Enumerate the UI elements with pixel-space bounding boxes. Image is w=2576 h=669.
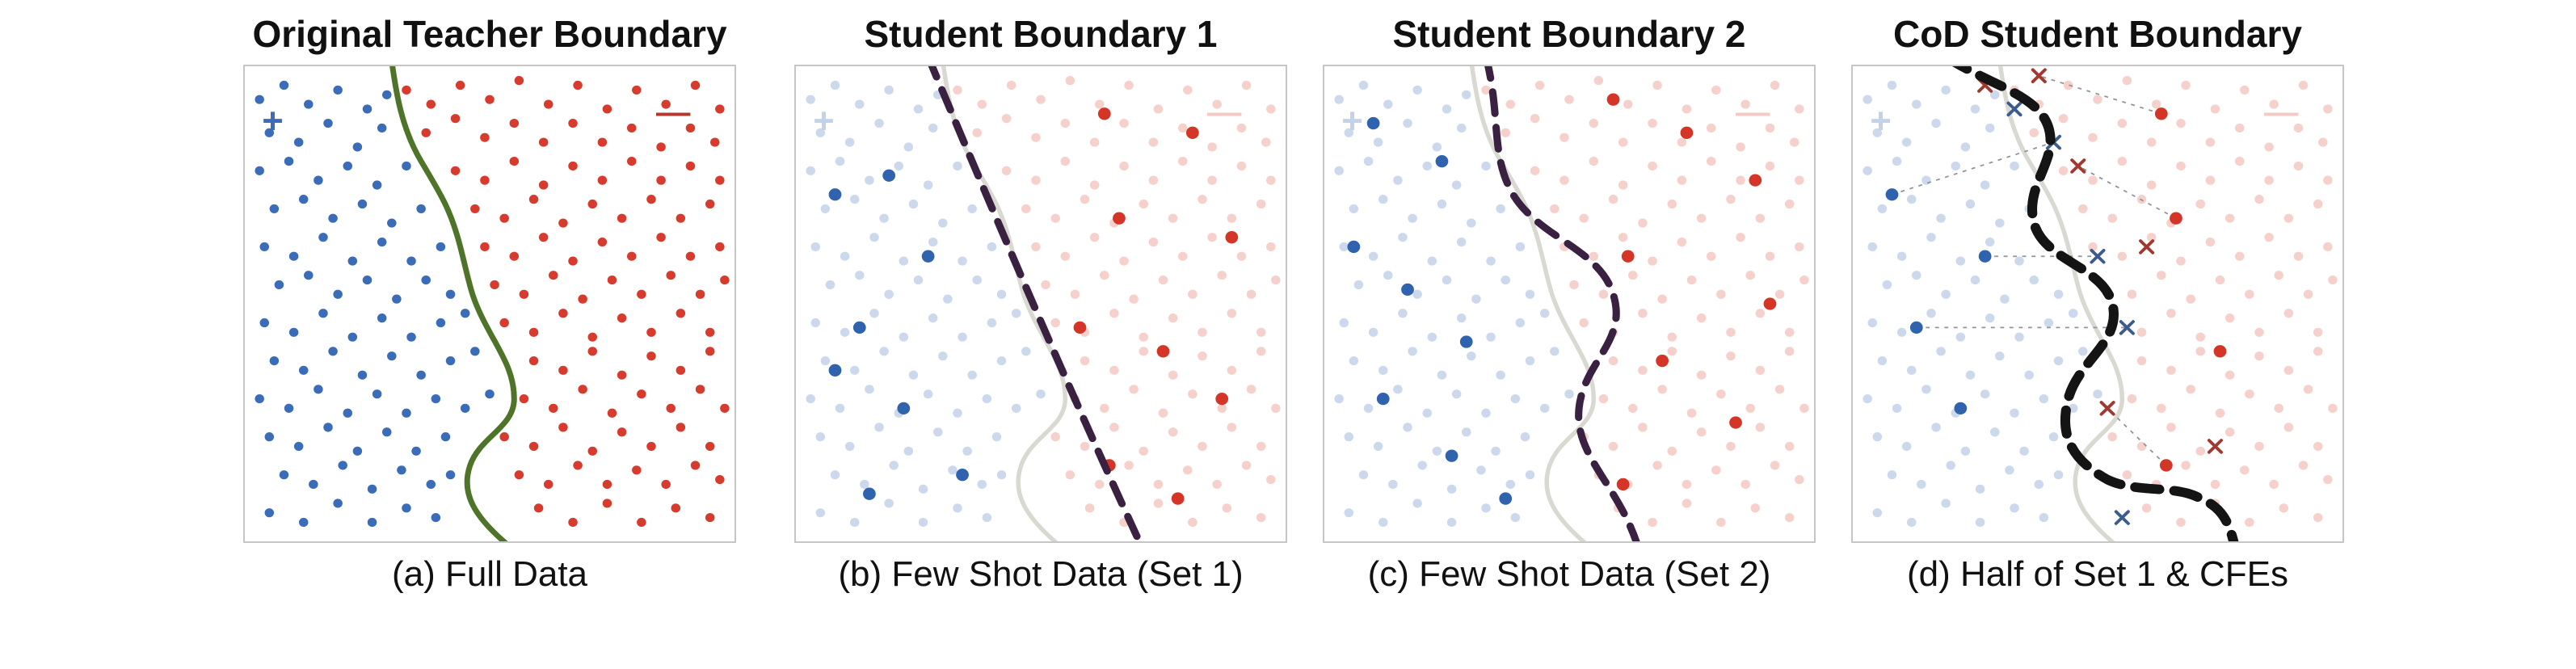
minus-class-label: — <box>2264 93 2299 130</box>
panel-few-shot-set2: Student Boundary 2 + — (c) Few Shot Data … <box>1322 11 1816 595</box>
plus-class-label: + <box>1870 101 1892 141</box>
panel-cod-cfes: CoD Student Boundary + — (d) Half of Set … <box>1850 11 2345 595</box>
panel-d-title: CoD Student Boundary <box>1893 13 2302 55</box>
panel-c-title: Student Boundary 2 <box>1392 13 1746 55</box>
panel-d-caption: (d) Half of Set 1 & CFEs <box>1907 554 2288 594</box>
panel-b-title: Student Boundary 1 <box>864 13 1218 55</box>
plus-class-label: + <box>262 101 284 141</box>
plot-b: + — <box>794 65 1287 543</box>
plus-class-label: + <box>1341 101 1363 141</box>
minus-class-label: — <box>656 93 691 130</box>
panel-a-caption: (a) Full Data <box>391 554 588 594</box>
panel-c-caption: (c) Few Shot Data (Set 2) <box>1367 554 1771 594</box>
panel-a-title: Original Teacher Boundary <box>252 13 727 55</box>
panel-b-caption: (b) Few Shot Data (Set 1) <box>838 554 1244 594</box>
minus-class-label: — <box>1736 93 1770 130</box>
plus-class-label: + <box>813 101 835 141</box>
minus-class-label: — <box>1207 93 1242 130</box>
plot-c: + — <box>1323 65 1816 543</box>
plot-a: + — <box>243 65 736 543</box>
plot-d: + — <box>1851 65 2344 543</box>
panel-few-shot-set1: Student Boundary 1 + — (b) Few Shot Data … <box>793 11 1288 595</box>
panel-full-data: Original Teacher Boundary + — (a) Full Da… <box>242 11 737 595</box>
